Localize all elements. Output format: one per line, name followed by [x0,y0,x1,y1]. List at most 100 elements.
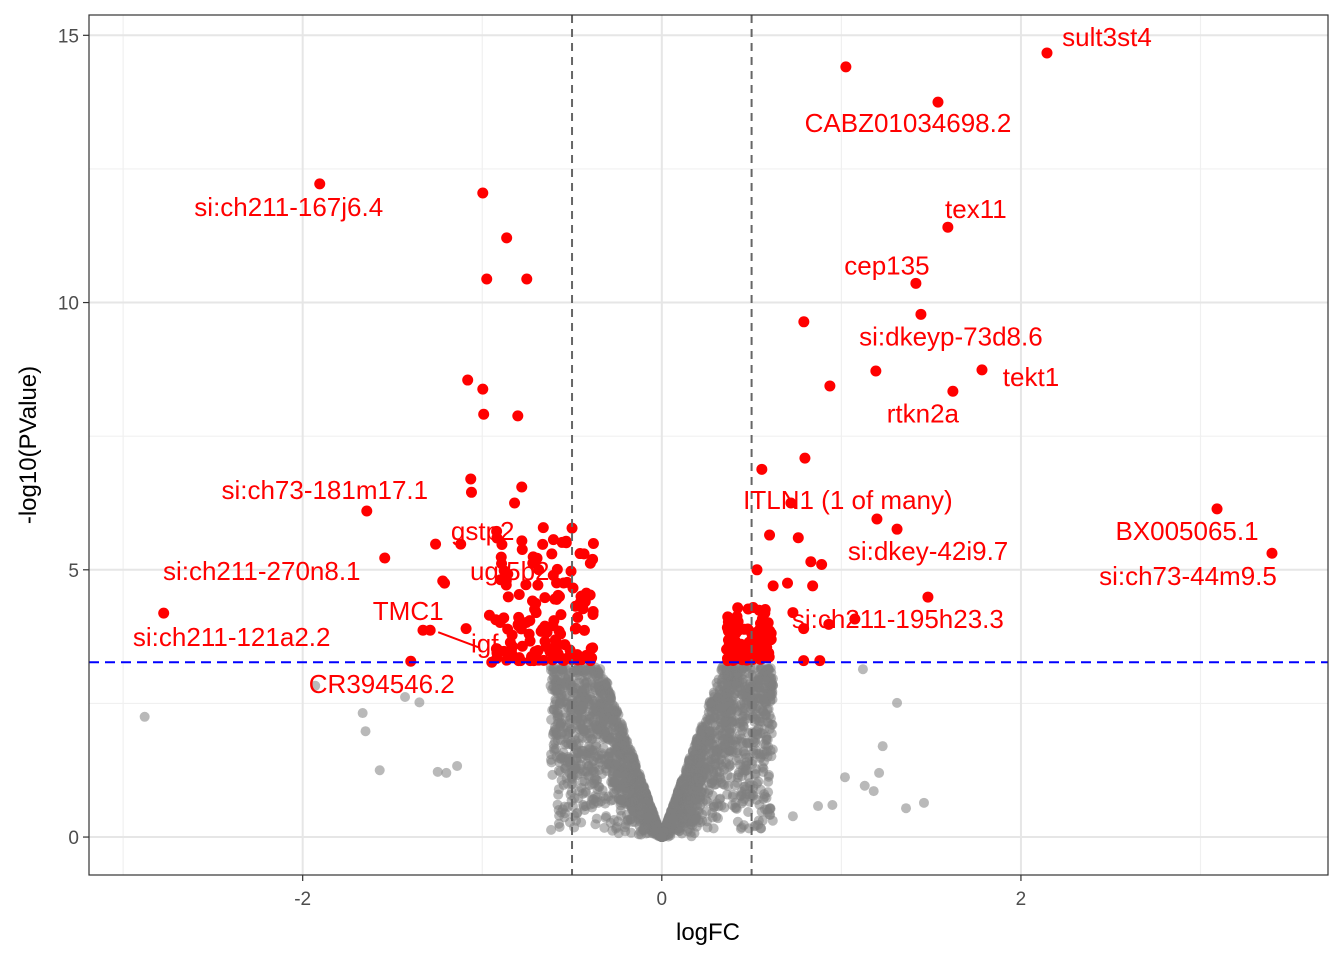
data-point [729,634,741,646]
data-point [501,654,513,666]
data-point [764,628,776,640]
data-point [726,772,737,783]
data-point [357,708,368,719]
data-point [564,649,576,661]
labeled-data-point [932,96,944,108]
data-point [580,750,591,761]
data-point [550,744,561,755]
data-point [513,652,525,664]
labeled-data-point [891,523,903,535]
data-point [615,800,626,811]
data-point [623,752,634,763]
data-point [807,580,819,592]
data-point [600,763,611,774]
data-point [736,736,747,747]
data-point [551,563,563,575]
point-label: si:ch211-121a2.2 [133,622,331,652]
data-point [573,705,584,716]
data-point [816,558,828,570]
data-point [737,650,749,662]
data-point [732,816,743,827]
labeled-data-point [910,277,922,289]
data-point [527,595,539,607]
data-point [696,748,707,759]
data-point [441,767,452,778]
point-label: tex11 [945,194,1007,224]
data-point [668,814,679,825]
data-point [723,697,734,708]
data-point [539,592,551,604]
data-point [478,408,490,420]
data-point [684,763,695,774]
data-point [607,715,618,726]
data-point [498,612,510,624]
point-label: ugt5b2 [470,556,550,586]
data-point [587,538,599,550]
data-point [798,316,810,328]
x-tick-label: 0 [657,889,668,910]
labeled-data-point [455,538,467,550]
data-point [578,624,590,636]
data-point [708,823,719,834]
y-tick-label: 5 [68,561,79,582]
data-point [537,522,549,534]
point-labels: sult3st4 CABZ01034698.2 si:ch211-167j6.4 te… [133,22,1277,699]
point-label: tekt1 [1003,362,1059,392]
data-point [707,697,718,708]
label-connector [437,631,479,649]
point-label: si:dkeyp-73d8.6 [859,321,1043,351]
point-label: CABZ01034698.2 [805,108,1012,138]
data-point [701,806,712,817]
labeled-data-point [915,308,927,320]
data-point [892,697,903,708]
data-point [768,680,779,691]
data-point [557,727,568,738]
data-point [615,718,626,729]
point-label: si:ch73-44m9.5 [1099,561,1277,591]
data-point [460,623,472,635]
x-tick-label: -2 [294,889,311,910]
data-point [574,677,585,688]
data-point [688,814,699,825]
data-point [874,767,885,778]
data-point [477,383,489,395]
labeled-data-point [1266,547,1278,559]
data-point [611,705,622,716]
data-point [708,799,719,810]
labeled-data-point [976,364,988,376]
axes: -2 0 2 0 5 10 15 [58,26,1026,910]
data-point [546,757,557,768]
data-point [683,800,694,811]
data-point [400,692,411,703]
data-point [530,607,542,619]
data-point [633,779,644,790]
labeled-data-point [849,613,861,625]
data-point [764,809,775,820]
data-point [430,538,442,550]
data-point [732,745,743,756]
data-point [553,789,564,800]
data-point [764,529,776,541]
data-point [756,463,768,475]
point-label: cep135 [844,250,929,280]
data-point [520,579,532,591]
labeled-data-point [424,624,436,636]
data-point [619,740,630,751]
data-point [611,755,622,766]
data-point [559,639,571,651]
data-point [577,776,588,787]
data-point [870,365,882,377]
data-point [507,640,519,652]
data-point [733,767,744,778]
data-point [558,577,570,589]
data-point [537,623,549,635]
point-label: si:ch211-167j6.4 [194,192,383,222]
data-point [584,557,596,569]
data-point [798,623,810,635]
data-point [600,793,611,804]
data-point [629,817,640,828]
data-point [566,522,578,534]
data-point [745,663,756,674]
y-tick-label: 10 [58,294,79,315]
